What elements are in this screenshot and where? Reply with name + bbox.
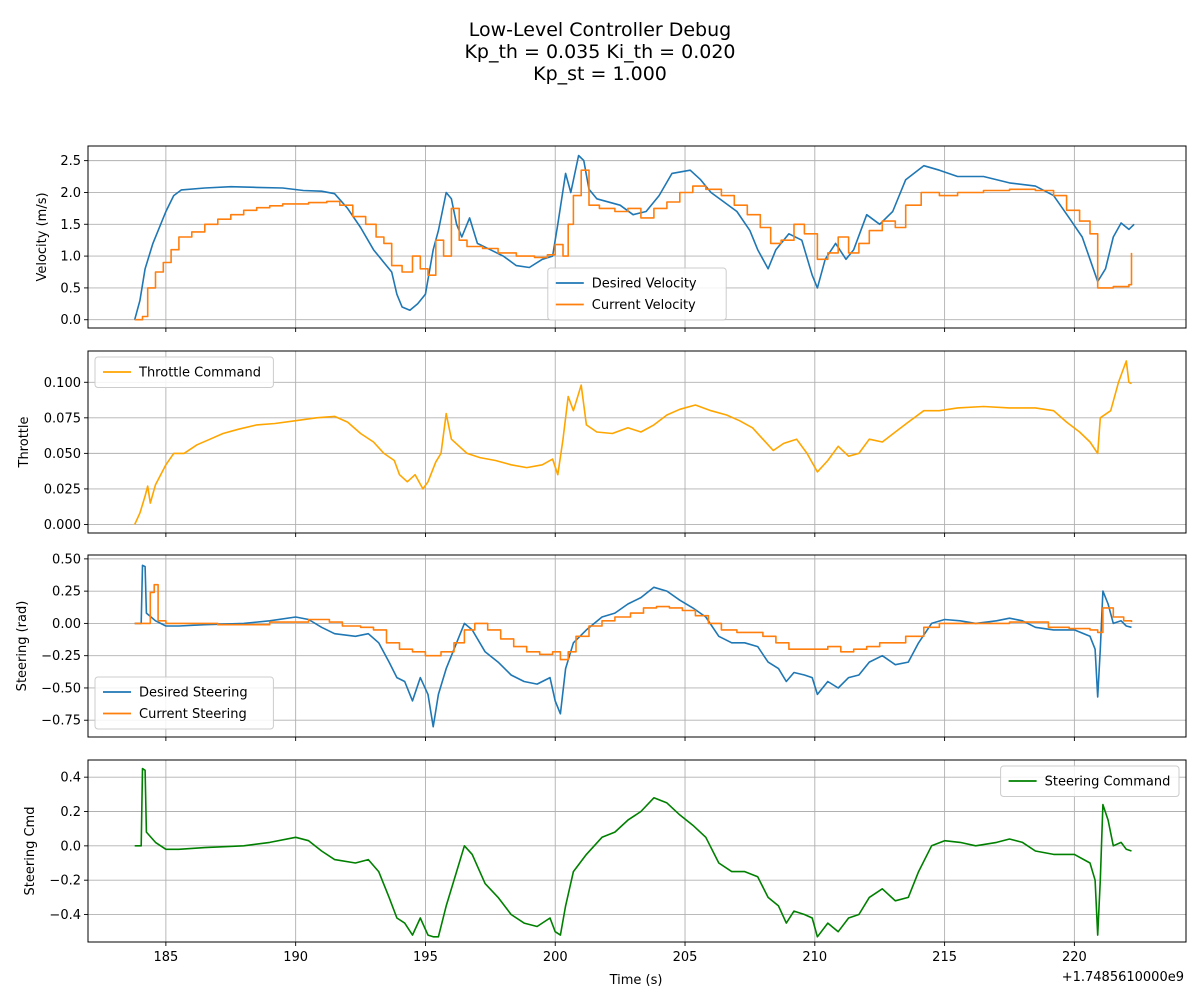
legend: Desired Steering Current Steering	[94, 676, 274, 730]
subplot-4: 185 190 195 200 205 210 215 220 −0.4 −0.2 0.0 0.2 0.…	[23, 759, 1187, 965]
subplot-2: 0.000 0.025 0.050 0.075 0.100 Throttle Throttl…	[17, 350, 1187, 537]
legend: Throttle Command	[94, 356, 274, 388]
y-tick-label: 0.025	[44, 482, 81, 497]
x-tick-label: 195	[413, 950, 438, 965]
legend-label: Current Steering	[139, 707, 247, 722]
legend-label: Throttle Command	[138, 366, 261, 381]
y-tick-label: 0.5	[60, 281, 81, 296]
y-tick-label: 0.050	[44, 447, 81, 462]
y-tick-label: 2.5	[60, 154, 81, 169]
subplot-1: 0.0 0.5 1.0 1.5 2.0 2.5 Velocity (m/s) Desired …	[35, 145, 1187, 332]
figure-title-line-3: Kp_st = 1.000	[533, 63, 667, 85]
y-tick-label: 0.25	[52, 585, 81, 600]
x-tick-label: 210	[802, 950, 827, 965]
y-tick-label: 0.00	[52, 617, 81, 632]
series-line-steering-command	[134, 767, 1132, 938]
legend-box	[547, 267, 727, 321]
figure-title-line-2: Kp_th = 0.035 Ki_th = 0.020	[464, 41, 735, 63]
y-tick-label: 0.0	[60, 839, 81, 854]
series-line-current-steering	[134, 583, 1133, 661]
y-tick-label: −0.2	[49, 874, 81, 889]
axes-frame	[87, 145, 1187, 329]
legend: Desired Velocity Current Velocity	[547, 267, 727, 321]
legend-box	[94, 356, 274, 388]
y-axis-label: Velocity (m/s)	[35, 192, 50, 281]
y-tick-label: 1.5	[60, 218, 81, 233]
x-axis-label: Time (s)	[609, 973, 663, 988]
legend-box	[94, 676, 274, 730]
y-tick-label: 0.2	[60, 805, 81, 820]
series-line-desired-steering	[134, 564, 1132, 728]
figure-title-line-1: Low-Level Controller Debug	[469, 19, 731, 41]
y-axis-label: Steering Cmd	[23, 807, 38, 896]
legend-label: Steering Command	[1045, 775, 1171, 790]
x-axis-offset-label: +1.7485610000e9	[1062, 970, 1184, 985]
y-axis-label: Throttle	[17, 417, 32, 469]
legend-label: Desired Velocity	[592, 277, 697, 292]
x-tick-label: 215	[932, 950, 957, 965]
y-tick-label: 0.100	[44, 376, 81, 391]
series-line-current-velocity	[134, 169, 1133, 321]
x-tick-label: 220	[1062, 950, 1087, 965]
legend: Steering Command	[1000, 765, 1180, 797]
y-tick-label: 0.50	[52, 552, 81, 567]
legend-label: Current Velocity	[592, 298, 696, 313]
legend-box	[1000, 765, 1180, 797]
legend-label: Desired Steering	[139, 686, 248, 701]
y-tick-label: −0.75	[41, 714, 81, 729]
series-line-throttle-command	[133, 360, 1132, 525]
x-tick-label: 185	[153, 950, 178, 965]
axes-frame	[87, 759, 1187, 943]
axes-frame	[87, 554, 1187, 738]
y-tick-label: 0.4	[60, 771, 81, 786]
y-axis-label: Steering (rad)	[15, 601, 30, 692]
y-tick-label: 0.000	[44, 518, 81, 533]
x-tick-label: 200	[543, 950, 568, 965]
x-tick-label: 205	[673, 950, 698, 965]
x-tick-label: 190	[283, 950, 308, 965]
subplot-3: −0.75 −0.50 −0.25 0.00 0.25 0.50 Steering (rad…	[15, 552, 1187, 741]
subplots: 0.0 0.5 1.0 1.5 2.0 2.5 Velocity (m/s) Desired …	[15, 145, 1187, 965]
y-tick-label: −0.50	[41, 681, 81, 696]
y-tick-label: 0.0	[60, 313, 81, 328]
axes-frame	[87, 350, 1187, 534]
y-tick-label: 1.0	[60, 250, 81, 265]
y-tick-label: 2.0	[60, 186, 81, 201]
y-tick-label: −0.4	[49, 908, 81, 923]
y-tick-label: 0.075	[44, 411, 81, 426]
y-tick-label: −0.25	[41, 649, 81, 664]
